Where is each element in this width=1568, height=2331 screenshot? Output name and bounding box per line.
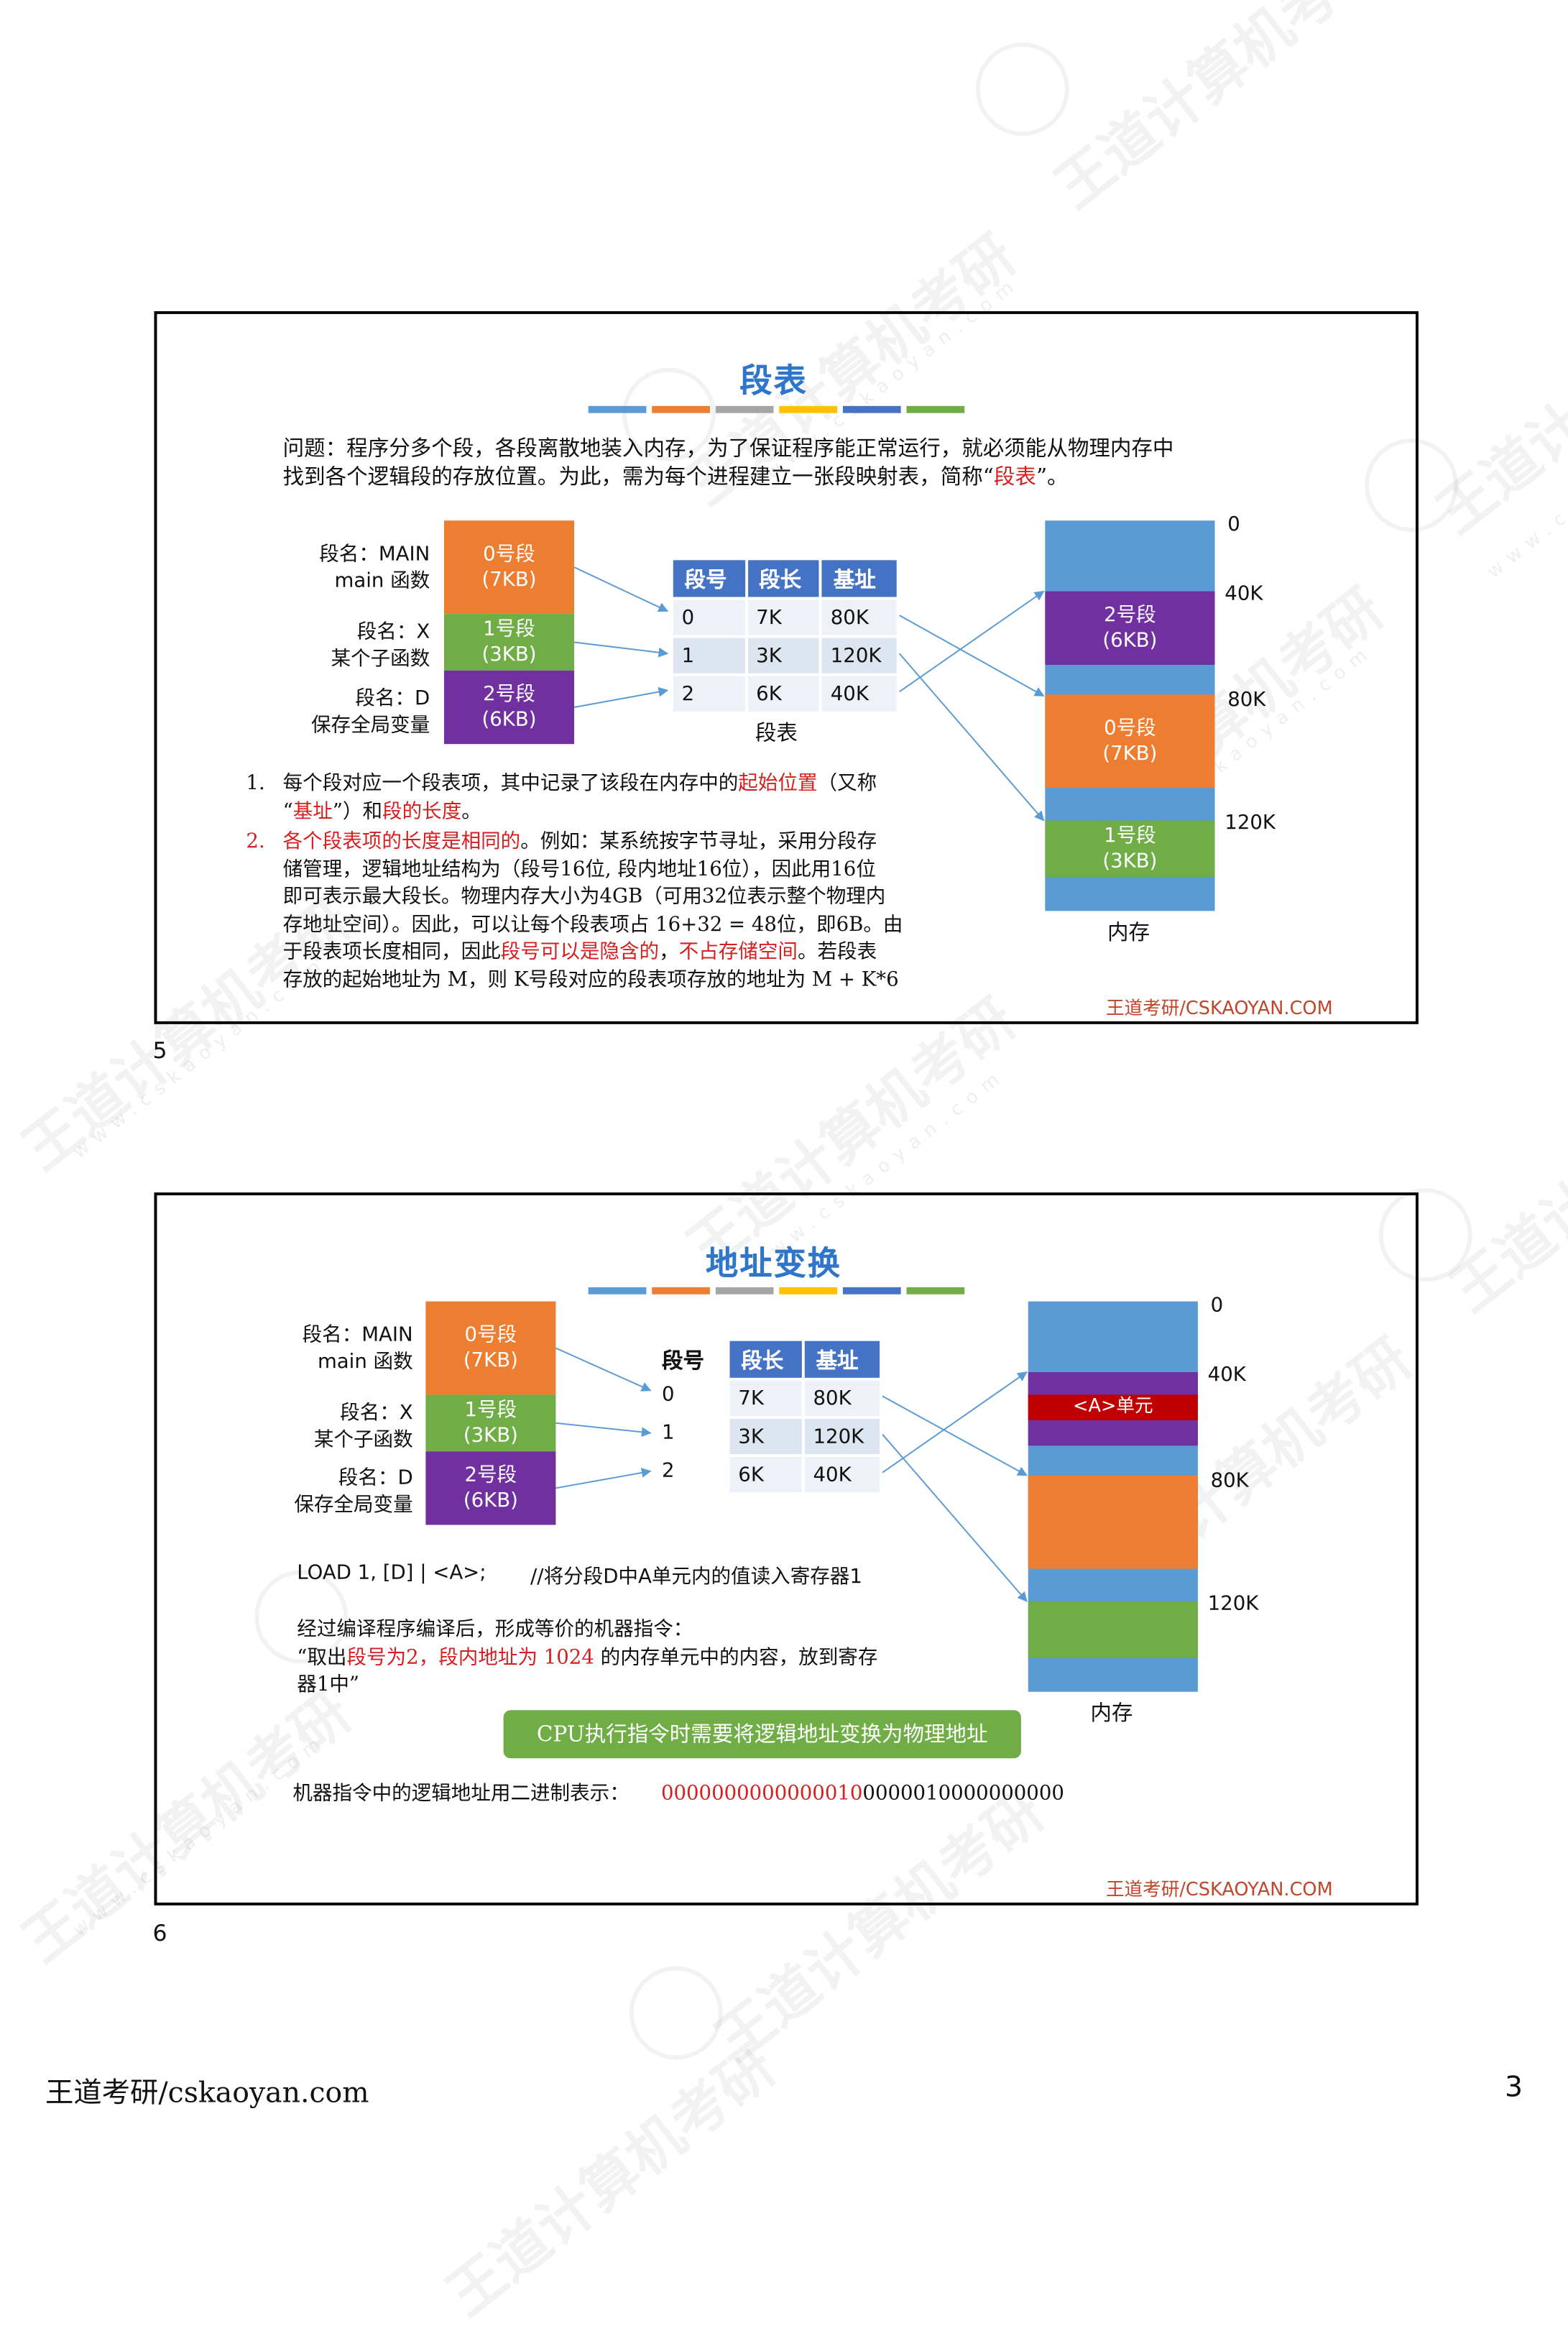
segment-block-1: 1号段 (3KB) xyxy=(425,1394,556,1452)
segment-table-caption: 段表 xyxy=(755,719,798,746)
memory-address-label: 40K xyxy=(1225,582,1263,606)
title-bar xyxy=(842,1287,901,1295)
segment-label-d: 段名：D 保存全局变量 xyxy=(310,687,430,737)
memory-block-seg2: 2号段 (6KB) xyxy=(1045,591,1215,665)
table-row: 7K 80K xyxy=(727,1377,883,1419)
slide2-title: 地址变换 xyxy=(706,1244,841,1283)
table-row: 6K 40K xyxy=(727,1454,883,1496)
memory-address-label: 40K xyxy=(1207,1364,1246,1387)
table-cell: 120K xyxy=(801,1415,883,1458)
table-header: 基址 xyxy=(801,1338,883,1381)
table-cell: 2 xyxy=(670,673,748,714)
table-cell: 120K xyxy=(819,635,900,676)
segment-table: 段长 基址 7K 80K 3K 120K 6K 40K xyxy=(727,1338,883,1496)
segment-number: 0 xyxy=(662,1383,675,1407)
title-bar xyxy=(715,1287,774,1295)
table-header: 段长 xyxy=(744,557,822,600)
slide2-page-number: 6 xyxy=(152,1919,167,1946)
slide1-intro: 问题：程序分多个段，各段离散地装入内存，为了保证程序能正常运行，就必须能从物理内… xyxy=(282,436,1174,489)
segment-label-x: 段名：X 某个子函数 xyxy=(313,1402,413,1452)
memory-address-label: 80K xyxy=(1227,689,1266,712)
load-instruction: LOAD 1, [D] | <A>; xyxy=(297,1561,486,1585)
title-bar xyxy=(652,405,710,413)
table-row: 3K 120K xyxy=(727,1415,883,1458)
memory-address-label: 80K xyxy=(1210,1469,1249,1493)
segment-label-main: 段名：MAIN main 函数 xyxy=(302,1324,413,1374)
table-header-row: 段长 基址 xyxy=(727,1338,883,1381)
table-header: 段长 xyxy=(727,1338,805,1381)
table-row: 2 6K 40K xyxy=(670,673,900,714)
title-bar xyxy=(842,405,901,413)
table-cell: 7K xyxy=(744,597,822,638)
slide1-title: 段表 xyxy=(739,362,808,400)
slide1-point-2: 2. 各个段表项的长度是相同的。例如：某系统按字节寻址，采用分段存 储管理，逻辑… xyxy=(246,830,903,991)
title-bar xyxy=(652,1287,710,1295)
binary-address-line: 机器指令中的逻辑地址用二进制表示： 0000000000000010000001… xyxy=(292,1782,1064,1806)
table-header-row: 段号 段长 基址 xyxy=(670,557,900,600)
table-header: 基址 xyxy=(819,557,900,600)
compile-description: 经过编译程序编译后，形成等价的机器指令： “取出段号为2，段内地址为 1024 … xyxy=(297,1618,878,1696)
memory-block-seg1 xyxy=(1028,1601,1198,1658)
table-cell: 40K xyxy=(801,1454,883,1496)
table-cell: 0 xyxy=(670,597,748,638)
segment-table: 段号 段长 基址 0 7K 80K 1 3K 120K 2 6K 40K xyxy=(670,557,900,714)
slide2-arrows xyxy=(555,1347,1028,1602)
title-bar xyxy=(906,405,965,413)
page-footer-site: 王道考研/cskaoyan.com xyxy=(45,2075,369,2110)
table-header: 段号 xyxy=(670,557,748,600)
slide1-point-1: 1. 每个段对应一个段表项，其中记录了该段在内存中的起始位置（又称 “基址”）和… xyxy=(246,772,877,823)
table-cell: 3K xyxy=(744,635,822,676)
title-bar xyxy=(906,1287,965,1295)
slide1-title-bars xyxy=(588,405,965,413)
slide1-footer: 王道考研/CSKAOYAN.COM xyxy=(1105,998,1333,1020)
table-row: 1 3K 120K xyxy=(670,635,900,676)
segment-number-header: 段号 xyxy=(662,1348,705,1374)
slide-address-translation xyxy=(154,1192,1419,1905)
segment-block-0: 0号段 (7KB) xyxy=(443,520,575,615)
memory-block-seg1: 1号段 (3KB) xyxy=(1045,820,1215,878)
memory-address-label: 120K xyxy=(1225,812,1276,835)
memory-address-label: 120K xyxy=(1207,1592,1259,1616)
table-cell: 7K xyxy=(727,1377,805,1419)
memory-block-seg0 xyxy=(1028,1475,1198,1569)
memory-block-seg0: 0号段 (7KB) xyxy=(1045,694,1215,789)
table-cell: 40K xyxy=(819,673,900,714)
segment-block-2: 2号段 (6KB) xyxy=(443,670,575,745)
memory-unit-a: <A>单元 xyxy=(1028,1394,1198,1420)
memory-address-label: 0 xyxy=(1210,1294,1224,1318)
slide2-footer: 王道考研/CSKAOYAN.COM xyxy=(1105,1880,1333,1901)
table-cell: 3K xyxy=(727,1415,805,1458)
segment-label-x: 段名：X 某个子函数 xyxy=(331,620,430,671)
table-cell: 6K xyxy=(727,1454,805,1496)
segment-block-0: 0号段 (7KB) xyxy=(425,1301,556,1395)
segment-block-2: 2号段 (6KB) xyxy=(425,1451,556,1525)
table-cell: 1 xyxy=(670,635,748,676)
title-bar xyxy=(588,405,647,413)
table-cell: 80K xyxy=(801,1377,883,1419)
slide1-arrows xyxy=(573,566,1045,822)
segment-number: 1 xyxy=(662,1421,675,1445)
table-cell: 80K xyxy=(819,597,900,638)
title-bar xyxy=(588,1287,647,1295)
segment-label-main: 段名：MAIN main 函数 xyxy=(319,543,430,593)
load-comment: //将分段D中A单元内的值读入寄存器1 xyxy=(530,1566,862,1589)
title-bar xyxy=(779,1287,838,1295)
table-cell: 6K xyxy=(744,673,822,714)
segment-number: 2 xyxy=(662,1459,675,1483)
memory-address-label: 0 xyxy=(1227,513,1240,536)
slide2-title-bars xyxy=(588,1287,965,1295)
title-bar xyxy=(779,405,838,413)
segment-block-1: 1号段 (3KB) xyxy=(443,614,575,671)
page-footer-number: 3 xyxy=(1504,2069,1523,2104)
slide-segment-table xyxy=(154,311,1419,1024)
memory-caption: 内存 xyxy=(1090,1700,1133,1726)
table-row: 0 7K 80K xyxy=(670,597,900,638)
memory-caption: 内存 xyxy=(1107,919,1150,945)
cpu-note-callout: CPU执行指令时需要将逻辑地址变换为物理地址 xyxy=(503,1710,1021,1759)
segment-label-d: 段名：D 保存全局变量 xyxy=(294,1466,413,1517)
slide1-page-number: 5 xyxy=(152,1036,167,1064)
title-bar xyxy=(715,405,774,413)
